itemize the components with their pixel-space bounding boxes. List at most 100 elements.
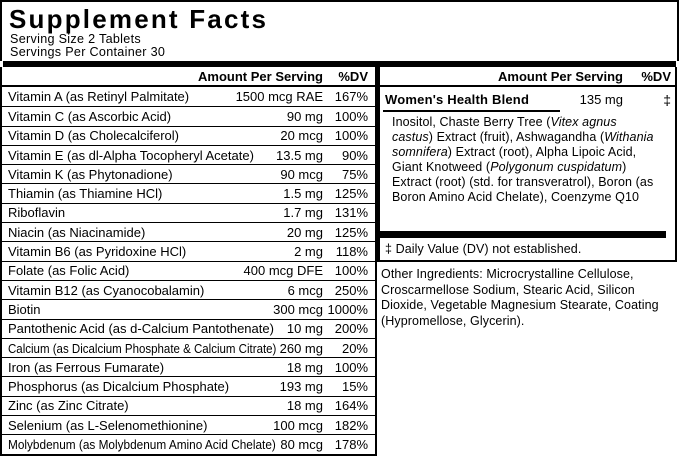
nutrient-dv: 200%	[334, 321, 368, 337]
nutrient-name: Vitamin K (as Phytonadione)	[8, 166, 173, 182]
nutrient-amount: 1500 mcg RAE	[235, 89, 323, 105]
nutrient-dv: 100%	[334, 359, 368, 375]
other-ingredients: Other Ingredients: Microcrystalline Cell…	[381, 267, 659, 328]
nutrient-dv: 125%	[334, 224, 368, 240]
table-row: Molybdenum (as Molybdenum Amino Acid Che…	[2, 434, 375, 453]
top-divider-bar	[3, 61, 676, 67]
nutrient-amount: 100 mcg	[273, 417, 323, 433]
nutrient-amount: 80 mcg	[280, 436, 323, 452]
nutrient-dv: 131%	[334, 205, 368, 221]
nutrient-name: Iron (as Ferrous Fumarate)	[8, 359, 165, 375]
table-row: Iron (as Ferrous Fumarate) 18 mg 100%	[2, 357, 375, 376]
nutrient-rows: Vitamin A (as Retinyl Palmitate) 1500 mc…	[2, 87, 375, 454]
table-row: Selenium (as L-Selenomethionine) 100 mcg…	[2, 415, 375, 434]
nutrient-dv: 90%	[341, 147, 368, 163]
table-row: Biotin 300 mcg 1000%	[2, 299, 375, 318]
table-row: Vitamin K (as Phytonadione) 90 mcg 75%	[2, 164, 375, 183]
nutrient-amount: 400 mcg DFE	[243, 263, 323, 279]
nutrient-dv: 100%	[334, 108, 368, 124]
table-row: Calcium (as Dicalcium Phosphate & Calciu…	[2, 337, 375, 357]
blend-panel: Amount Per Serving %DV Women's Health Bl…	[377, 67, 677, 262]
nutrient-amount: 18 mg	[286, 398, 323, 414]
table-row: Niacin (as Niacinamide) 20 mg 125%	[2, 222, 375, 241]
blend-dv-dagger: ‡	[663, 91, 671, 108]
nutrient-dv: 125%	[334, 186, 368, 202]
nutrient-dv: 164%	[334, 398, 368, 414]
nutrient-name: Vitamin D (as Cholecalciferol)	[8, 128, 179, 144]
blend-panel-header: Amount Per Serving %DV	[380, 67, 675, 87]
nutrient-dv: 167%	[334, 89, 368, 105]
table-row: Phosphorus (as Dicalcium Phosphate) 193 …	[2, 376, 375, 395]
table-row: Vitamin B6 (as Pyridoxine HCl) 2 mg 118%	[2, 241, 375, 260]
serving-size: Serving Size 2 Tablets	[10, 32, 141, 46]
nutrient-name: Vitamin A (as Retinyl Palmitate)	[8, 89, 190, 105]
blend-description: Inositol, Chaste Berry Tree (Vitex agnus…	[392, 115, 654, 204]
nutrient-dv: 118%	[335, 244, 368, 260]
amount-per-serving-header: Amount Per Serving	[498, 68, 623, 84]
nutrient-name: Riboflavin	[8, 205, 66, 221]
table-row: Zinc (as Zinc Citrate) 18 mg 164%	[2, 395, 375, 415]
blend-amount: 135 mg	[579, 92, 623, 107]
nutrient-amount: 260 mg	[279, 340, 323, 356]
nutrient-dv: 100%	[334, 128, 368, 144]
nutrient-dv: 178%	[334, 436, 368, 452]
table-row: Vitamin D (as Cholecalciferol) 20 mcg 10…	[2, 125, 375, 145]
nutrient-table-header: Amount Per Serving %DV	[2, 67, 375, 87]
nutrient-amount: 20 mcg	[280, 128, 323, 144]
nutrient-name: Thiamin (as Thiamine HCl)	[8, 186, 163, 202]
nutrient-name: Selenium (as L-Selenomethionine)	[8, 417, 208, 433]
nutrient-dv: 1000%	[327, 301, 368, 317]
nutrient-name: Calcium (as Dicalcium Phosphate & Calciu…	[8, 340, 276, 356]
nutrient-amount: 20 mg	[286, 224, 323, 240]
nutrient-name: Vitamin C (as Ascorbic Acid)	[8, 108, 172, 124]
nutrient-name: Vitamin B12 (as Cyanocobalamin)	[8, 282, 205, 298]
nutrient-amount: 10 mg	[286, 321, 323, 337]
nutrient-name: Biotin	[8, 301, 41, 317]
table-row: Folate (as Folic Acid) 400 mcg DFE 100%	[2, 260, 375, 280]
nutrient-amount: 13.5 mg	[276, 147, 323, 163]
nutrient-amount: 193 mg	[279, 379, 323, 395]
nutrient-name: Phosphorus (as Dicalcium Phosphate)	[8, 379, 230, 395]
label-header: Supplement Facts Serving Size 2 Tablets …	[0, 0, 679, 61]
blend-underline	[383, 110, 560, 112]
nutrient-name: Molybdenum (as Molybdenum Amino Acid Che…	[8, 436, 276, 452]
page-title: Supplement Facts	[9, 4, 269, 34]
dv-header: %DV	[641, 68, 671, 84]
nutrient-amount: 1.7 mg	[283, 205, 323, 221]
blend-row: Women's Health Blend 135 mg ‡	[380, 87, 675, 110]
dv-footnote: ‡ Daily Value (DV) not established.	[385, 242, 582, 256]
nutrient-name: Vitamin E (as dl-Alpha Tocopheryl Acetat…	[8, 147, 254, 163]
nutrient-amount: 6 mcg	[287, 282, 323, 298]
nutrient-dv: 20%	[341, 340, 368, 356]
table-row: Vitamin E (as dl-Alpha Tocopheryl Acetat…	[2, 144, 375, 164]
nutrient-amount: 300 mcg	[273, 301, 323, 317]
table-row: Riboflavin 1.7 mg 131%	[2, 202, 375, 222]
nutrient-name: Zinc (as Zinc Citrate)	[8, 398, 129, 414]
dv-header: %DV	[338, 68, 368, 84]
footnote-divider-bar	[380, 231, 666, 238]
nutrient-amount: 18 mg	[286, 359, 323, 375]
nutrient-amount: 90 mcg	[280, 166, 323, 182]
serving-info: Serving Size 2 Tablets Servings Per Cont…	[10, 33, 165, 59]
nutrient-name: Pantothenic Acid (as d-Calcium Pantothen…	[8, 321, 274, 337]
nutrient-name: Niacin (as Niacinamide)	[8, 224, 146, 240]
nutrient-amount: 2 mg	[294, 244, 323, 260]
table-row: Vitamin B12 (as Cyanocobalamin) 6 mcg 25…	[2, 279, 375, 299]
nutrient-dv: 250%	[334, 282, 368, 298]
nutrient-dv: 15%	[341, 379, 368, 395]
table-row: Pantothenic Acid (as d-Calcium Pantothen…	[2, 318, 375, 338]
nutrient-amount: 1.5 mg	[283, 186, 323, 202]
table-row: Thiamin (as Thiamine HCl) 1.5 mg 125%	[2, 183, 375, 202]
nutrient-table: Amount Per Serving %DV Vitamin A (as Ret…	[0, 67, 377, 456]
nutrient-dv: 100%	[334, 263, 368, 279]
table-row: Vitamin A (as Retinyl Palmitate) 1500 mc…	[2, 87, 375, 106]
table-row: Vitamin C (as Ascorbic Acid) 90 mg 100%	[2, 106, 375, 125]
nutrient-name: Folate (as Folic Acid)	[8, 263, 130, 279]
nutrient-dv: 75%	[341, 166, 368, 182]
nutrient-amount: 90 mg	[286, 108, 323, 124]
nutrient-dv: 182%	[334, 417, 368, 433]
blend-name: Women's Health Blend	[385, 92, 530, 107]
servings-per-container: Servings Per Container 30	[10, 45, 166, 59]
nutrient-name: Vitamin B6 (as Pyridoxine HCl)	[8, 244, 187, 260]
